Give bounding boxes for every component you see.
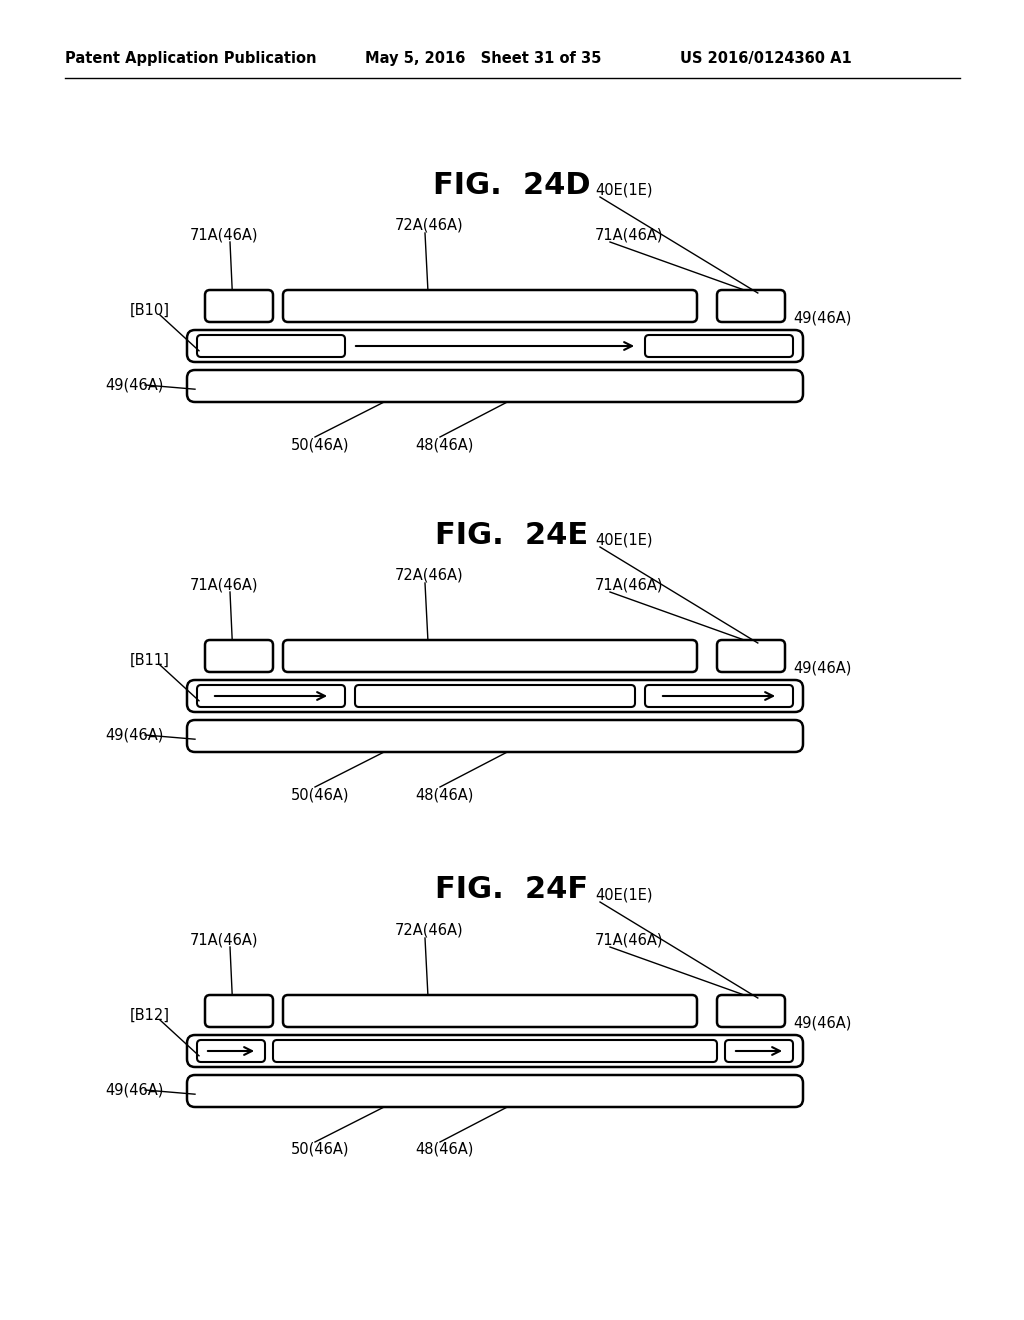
Text: [B10]: [B10] — [130, 302, 170, 318]
FancyBboxPatch shape — [283, 290, 697, 322]
Text: 71A(46A): 71A(46A) — [190, 578, 258, 593]
Text: 48(46A): 48(46A) — [416, 787, 474, 803]
Text: 71A(46A): 71A(46A) — [595, 932, 664, 948]
FancyBboxPatch shape — [283, 995, 697, 1027]
Text: 48(46A): 48(46A) — [416, 437, 474, 451]
FancyBboxPatch shape — [205, 290, 273, 322]
Text: 49(46A): 49(46A) — [105, 1082, 164, 1097]
FancyBboxPatch shape — [205, 995, 273, 1027]
Text: 49(46A): 49(46A) — [793, 310, 851, 326]
FancyBboxPatch shape — [355, 685, 635, 708]
Text: FIG.  24E: FIG. 24E — [435, 520, 589, 549]
Text: 71A(46A): 71A(46A) — [595, 578, 664, 593]
Text: 72A(46A): 72A(46A) — [395, 923, 464, 937]
FancyBboxPatch shape — [187, 680, 803, 711]
Text: 50(46A): 50(46A) — [291, 1142, 349, 1158]
Text: 71A(46A): 71A(46A) — [595, 227, 664, 243]
FancyBboxPatch shape — [187, 1074, 803, 1107]
Text: 40E(1E): 40E(1E) — [595, 182, 652, 198]
Text: [B12]: [B12] — [130, 1007, 170, 1023]
FancyBboxPatch shape — [725, 1040, 793, 1063]
Text: 49(46A): 49(46A) — [793, 660, 851, 676]
FancyBboxPatch shape — [187, 1035, 803, 1067]
Text: 50(46A): 50(46A) — [291, 437, 349, 451]
Text: 71A(46A): 71A(46A) — [190, 932, 258, 948]
Text: 50(46A): 50(46A) — [291, 787, 349, 803]
Text: May 5, 2016   Sheet 31 of 35: May 5, 2016 Sheet 31 of 35 — [365, 50, 601, 66]
Text: 72A(46A): 72A(46A) — [395, 568, 464, 582]
FancyBboxPatch shape — [197, 1040, 265, 1063]
Text: [B11]: [B11] — [130, 652, 170, 668]
FancyBboxPatch shape — [187, 719, 803, 752]
FancyBboxPatch shape — [283, 640, 697, 672]
Text: 48(46A): 48(46A) — [416, 1142, 474, 1158]
FancyBboxPatch shape — [197, 685, 345, 708]
Text: Patent Application Publication: Patent Application Publication — [65, 50, 316, 66]
Text: 49(46A): 49(46A) — [105, 378, 164, 392]
Text: US 2016/0124360 A1: US 2016/0124360 A1 — [680, 50, 852, 66]
Text: 49(46A): 49(46A) — [793, 1015, 851, 1031]
FancyBboxPatch shape — [717, 640, 785, 672]
Text: 40E(1E): 40E(1E) — [595, 532, 652, 548]
Text: FIG.  24D: FIG. 24D — [433, 170, 591, 199]
Text: 49(46A): 49(46A) — [105, 727, 164, 742]
FancyBboxPatch shape — [717, 995, 785, 1027]
FancyBboxPatch shape — [197, 335, 345, 356]
FancyBboxPatch shape — [645, 685, 793, 708]
Text: FIG.  24F: FIG. 24F — [435, 875, 589, 904]
Text: 71A(46A): 71A(46A) — [190, 227, 258, 243]
FancyBboxPatch shape — [187, 330, 803, 362]
FancyBboxPatch shape — [187, 370, 803, 403]
FancyBboxPatch shape — [645, 335, 793, 356]
Text: 40E(1E): 40E(1E) — [595, 887, 652, 903]
FancyBboxPatch shape — [273, 1040, 717, 1063]
Text: 72A(46A): 72A(46A) — [395, 218, 464, 232]
FancyBboxPatch shape — [205, 640, 273, 672]
FancyBboxPatch shape — [717, 290, 785, 322]
